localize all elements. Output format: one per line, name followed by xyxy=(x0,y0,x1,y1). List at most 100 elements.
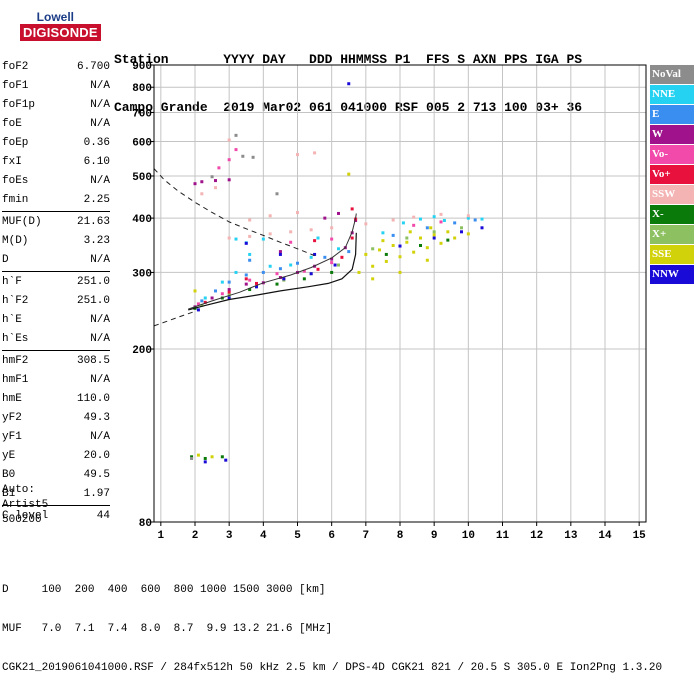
param-row: h`F 251.0 xyxy=(2,273,110,292)
param-name: M(D) xyxy=(2,235,29,247)
echo-point-nne xyxy=(466,216,470,220)
param-value: N/A xyxy=(90,431,110,443)
param-row: foEp 0.36 xyxy=(2,134,110,153)
x-tick-label: 7 xyxy=(363,530,370,542)
auto-software: Artist5 xyxy=(2,499,49,511)
echo-point-noval xyxy=(234,133,238,137)
echo-point-noval xyxy=(241,154,245,158)
param-row: h`E N/A xyxy=(2,311,110,330)
legend-item: W xyxy=(650,125,694,144)
echo-point-sse xyxy=(412,250,416,254)
echo-point-x- xyxy=(203,456,207,460)
echo-point-nne xyxy=(419,217,422,221)
echo-point-nne xyxy=(234,237,238,241)
param-value: N/A xyxy=(90,80,110,92)
param-row: B1 1.97 xyxy=(2,485,110,504)
echo-point-x- xyxy=(330,270,334,274)
file-info-row: CGK21_2019061041000.RSF / 284fx512h 50 k… xyxy=(2,662,663,674)
echo-point-x- xyxy=(419,243,422,247)
header-values: Campo Grande 2019 Mar02 061 041000 RSF 0… xyxy=(114,100,583,115)
x-tick-label: 5 xyxy=(294,530,301,542)
echo-point-sse xyxy=(439,241,443,245)
echo-point-ssw xyxy=(439,212,443,216)
profile-curve-dashed xyxy=(153,168,315,257)
param-name: hmF1 xyxy=(2,374,29,386)
echo-point-ssw xyxy=(227,236,231,240)
echo-point-x- xyxy=(302,277,306,281)
echo-point-nne xyxy=(337,247,340,251)
param-value: 6.700 xyxy=(76,61,110,73)
echo-point-vo- xyxy=(248,278,252,282)
echo-point-sse xyxy=(384,259,388,263)
legend-item: SSE xyxy=(650,245,694,264)
echo-point-w xyxy=(193,182,197,186)
echo-point-nne xyxy=(480,217,484,221)
echo-point-nne xyxy=(381,231,385,235)
echo-point-vo- xyxy=(350,207,354,211)
echo-point-vo- xyxy=(220,292,224,296)
x-tick-label: 1 xyxy=(158,530,165,542)
param-value: 3.23 xyxy=(83,235,110,247)
echo-point-nnw xyxy=(480,226,484,230)
echo-point-ssw xyxy=(268,214,272,218)
lowell-digisonde-logo: Lowell DIGISONDE xyxy=(4,6,108,52)
echo-point-x- xyxy=(200,303,204,307)
echo-point-nnw xyxy=(347,82,351,86)
echo-point-x- xyxy=(460,226,463,230)
plot-frame xyxy=(153,64,647,523)
param-name: hmF2 xyxy=(2,355,29,367)
param-value: 2.25 xyxy=(83,194,110,206)
echo-point-nne xyxy=(309,255,313,259)
y-tick-label: 400 xyxy=(132,214,152,226)
echo-point-ssw xyxy=(412,215,416,219)
echo-point-x- xyxy=(248,288,252,292)
legend-item: NNW xyxy=(650,265,694,284)
param-row: fmin 2.25 xyxy=(2,191,110,210)
echo-point-vo- xyxy=(244,277,248,281)
param-name: yE xyxy=(2,450,16,462)
echo-point-nne xyxy=(268,264,272,268)
echo-point-ssw xyxy=(309,228,313,232)
echo-point-vo- xyxy=(227,290,231,294)
plot-axes: 1 2 3 4 5 6 7 8 9 10 11 12 13 14 158020030040050060070… xyxy=(132,61,647,542)
param-value: 49.3 xyxy=(83,412,110,424)
param-name: B1 xyxy=(2,488,16,500)
param-value: N/A xyxy=(90,333,110,345)
echo-point-sse xyxy=(425,258,429,262)
param-row: foF2 6.700 xyxy=(2,58,110,77)
echo-point-ssw xyxy=(227,138,231,142)
param-row: B0 49.5 xyxy=(2,466,110,485)
echo-point-vo- xyxy=(275,272,279,276)
param-name: foEs xyxy=(2,175,29,187)
echo-point-nnw xyxy=(282,277,286,281)
x-tick-label: 15 xyxy=(633,530,647,542)
param-name: h`E xyxy=(2,314,22,326)
echo-point-ssw xyxy=(391,218,395,222)
x-tick-label: 12 xyxy=(530,530,543,542)
echo-point-ssw xyxy=(296,211,299,215)
echo-point-e xyxy=(227,280,231,284)
x-tick-label: 3 xyxy=(226,530,233,542)
y-tick-label: 900 xyxy=(132,61,152,73)
echo-point-nnw xyxy=(278,252,282,256)
echo-point-nne xyxy=(316,236,320,240)
echo-point-sse xyxy=(193,289,197,293)
echo-point-nnw xyxy=(432,236,436,240)
echo-point-x- xyxy=(190,455,194,459)
y-tick-label: 700 xyxy=(132,108,152,120)
echo-point-ssw xyxy=(330,226,334,230)
param-row: foEs N/A xyxy=(2,172,110,191)
y-tick-label: 200 xyxy=(132,345,152,357)
echo-point-sse xyxy=(453,236,457,240)
echo-point-sse xyxy=(196,453,200,457)
echo-point-nnw xyxy=(227,296,231,300)
echo-point-e xyxy=(453,221,457,225)
param-value: 44 xyxy=(96,510,110,522)
echo-point-ssw xyxy=(289,230,293,234)
echo-point-nne xyxy=(401,221,405,225)
echo-point-sse xyxy=(419,236,422,240)
echo-point-vo- xyxy=(255,281,258,285)
echo-point-ssw xyxy=(313,151,317,155)
echo-point-sse xyxy=(371,277,375,281)
echo-point-noval xyxy=(251,155,255,159)
